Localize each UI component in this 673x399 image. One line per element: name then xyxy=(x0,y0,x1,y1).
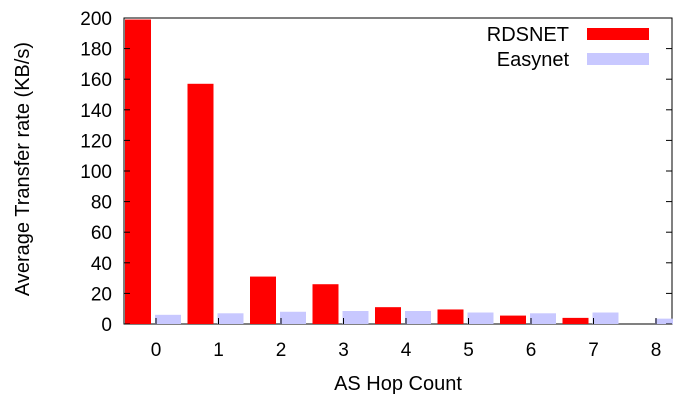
x-tick-label: 3 xyxy=(338,340,349,361)
legend-label-rdsnet: RDSNET xyxy=(487,24,569,46)
bar-easynet-5 xyxy=(467,312,494,324)
bars-group xyxy=(125,19,673,325)
legend-swatch-rdsnet xyxy=(587,28,649,40)
bar-rdsnet-2 xyxy=(250,276,276,324)
bar-easynet-4 xyxy=(405,310,431,324)
legend-label-easynet: Easynet xyxy=(497,49,570,71)
y-tick-label: 60 xyxy=(91,223,112,244)
y-tick-label: 40 xyxy=(91,254,112,275)
bar-rdsnet-7 xyxy=(562,317,589,324)
bar-easynet-6 xyxy=(530,313,556,324)
x-axis-title: AS Hop Count xyxy=(334,373,462,395)
bar-rdsnet-6 xyxy=(500,315,526,324)
bar-easynet-7 xyxy=(592,312,619,324)
bar-rdsnet-0 xyxy=(125,19,151,325)
bar-rdsnet-1 xyxy=(187,83,214,324)
bar-rdsnet-5 xyxy=(437,309,464,324)
bar-easynet-2 xyxy=(280,311,306,324)
x-tick-label: 5 xyxy=(463,340,474,361)
y-tick-label: 160 xyxy=(80,70,112,91)
x-tick-label: 6 xyxy=(526,340,537,361)
y-tick-label: 0 xyxy=(101,315,112,336)
bar-rdsnet-4 xyxy=(375,307,401,324)
y-axis: 0 20 40 60 80 100 120 140 160 180 200 xyxy=(80,9,672,336)
y-tick-label: 80 xyxy=(91,193,112,214)
y-tick-label: 20 xyxy=(91,284,112,305)
x-axis: 0 1 2 3 4 5 6 7 8 xyxy=(151,318,662,361)
y-tick-label: 140 xyxy=(80,101,112,122)
bar-easynet-8 xyxy=(655,318,673,324)
x-tick-label: 7 xyxy=(588,340,599,361)
legend: RDSNET Easynet xyxy=(487,24,649,71)
y-tick-label: 100 xyxy=(80,162,112,183)
bar-easynet-0 xyxy=(155,314,181,324)
bar-rdsnet-3 xyxy=(312,284,339,324)
y-tick-label: 200 xyxy=(80,9,112,30)
x-tick-label: 4 xyxy=(401,340,412,361)
x-tick-label: 1 xyxy=(213,340,224,361)
x-tick-label: 8 xyxy=(651,340,662,361)
bar-easynet-1 xyxy=(217,313,244,324)
x-tick-label: 0 xyxy=(151,340,162,361)
y-tick-label: 120 xyxy=(80,131,112,152)
y-tick-label: 180 xyxy=(80,40,112,61)
y-axis-title: Average Transfer rate (KB/s) xyxy=(12,42,34,296)
bar-easynet-3 xyxy=(342,310,369,324)
x-tick-label: 2 xyxy=(276,340,287,361)
legend-swatch-easynet xyxy=(587,53,649,65)
